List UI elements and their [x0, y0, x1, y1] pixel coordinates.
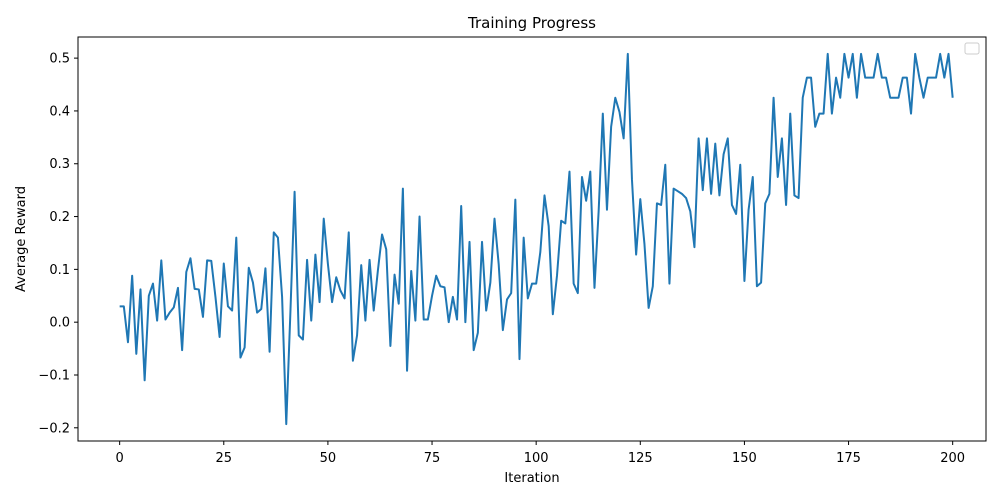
y-tick-label: 0.5 — [49, 52, 70, 67]
y-tick-label: 0.3 — [49, 157, 70, 172]
x-tick-label: 125 — [628, 451, 653, 466]
plot-frame — [77, 36, 987, 442]
x-tick-label: 175 — [836, 451, 861, 466]
chart-title: Training Progress — [467, 14, 596, 32]
y-tick-label: −0.1 — [38, 368, 70, 383]
y-tick-label: 0.4 — [49, 104, 70, 119]
legend-box — [964, 42, 980, 55]
x-tick-label: 200 — [940, 451, 965, 466]
x-tick-label: 75 — [424, 451, 441, 466]
legend — [964, 42, 980, 55]
x-axis-label: Iteration — [504, 471, 559, 486]
x-tick-label: 25 — [216, 451, 233, 466]
y-axis-label: Average Reward — [14, 186, 29, 292]
y-tick-label: 0.1 — [49, 263, 70, 278]
y-axis-ticks: −0.2 −0.1 0.0 0.1 0.2 0.3 0.4 0.5 — [38, 52, 78, 436]
x-tick-label: 150 — [732, 451, 757, 466]
x-tick-label: 50 — [320, 451, 337, 466]
plot-area — [78, 37, 986, 441]
y-tick-label: 0.2 — [49, 210, 70, 225]
series-line-average-reward — [119, 52, 954, 426]
y-tick-label: −0.2 — [38, 421, 70, 436]
x-axis-ticks: 0 25 50 75 100 125 150 175 200 — [116, 441, 965, 466]
x-tick-label: 100 — [524, 451, 549, 466]
y-tick-label: 0.0 — [49, 316, 70, 331]
x-tick-label: 0 — [116, 451, 124, 466]
